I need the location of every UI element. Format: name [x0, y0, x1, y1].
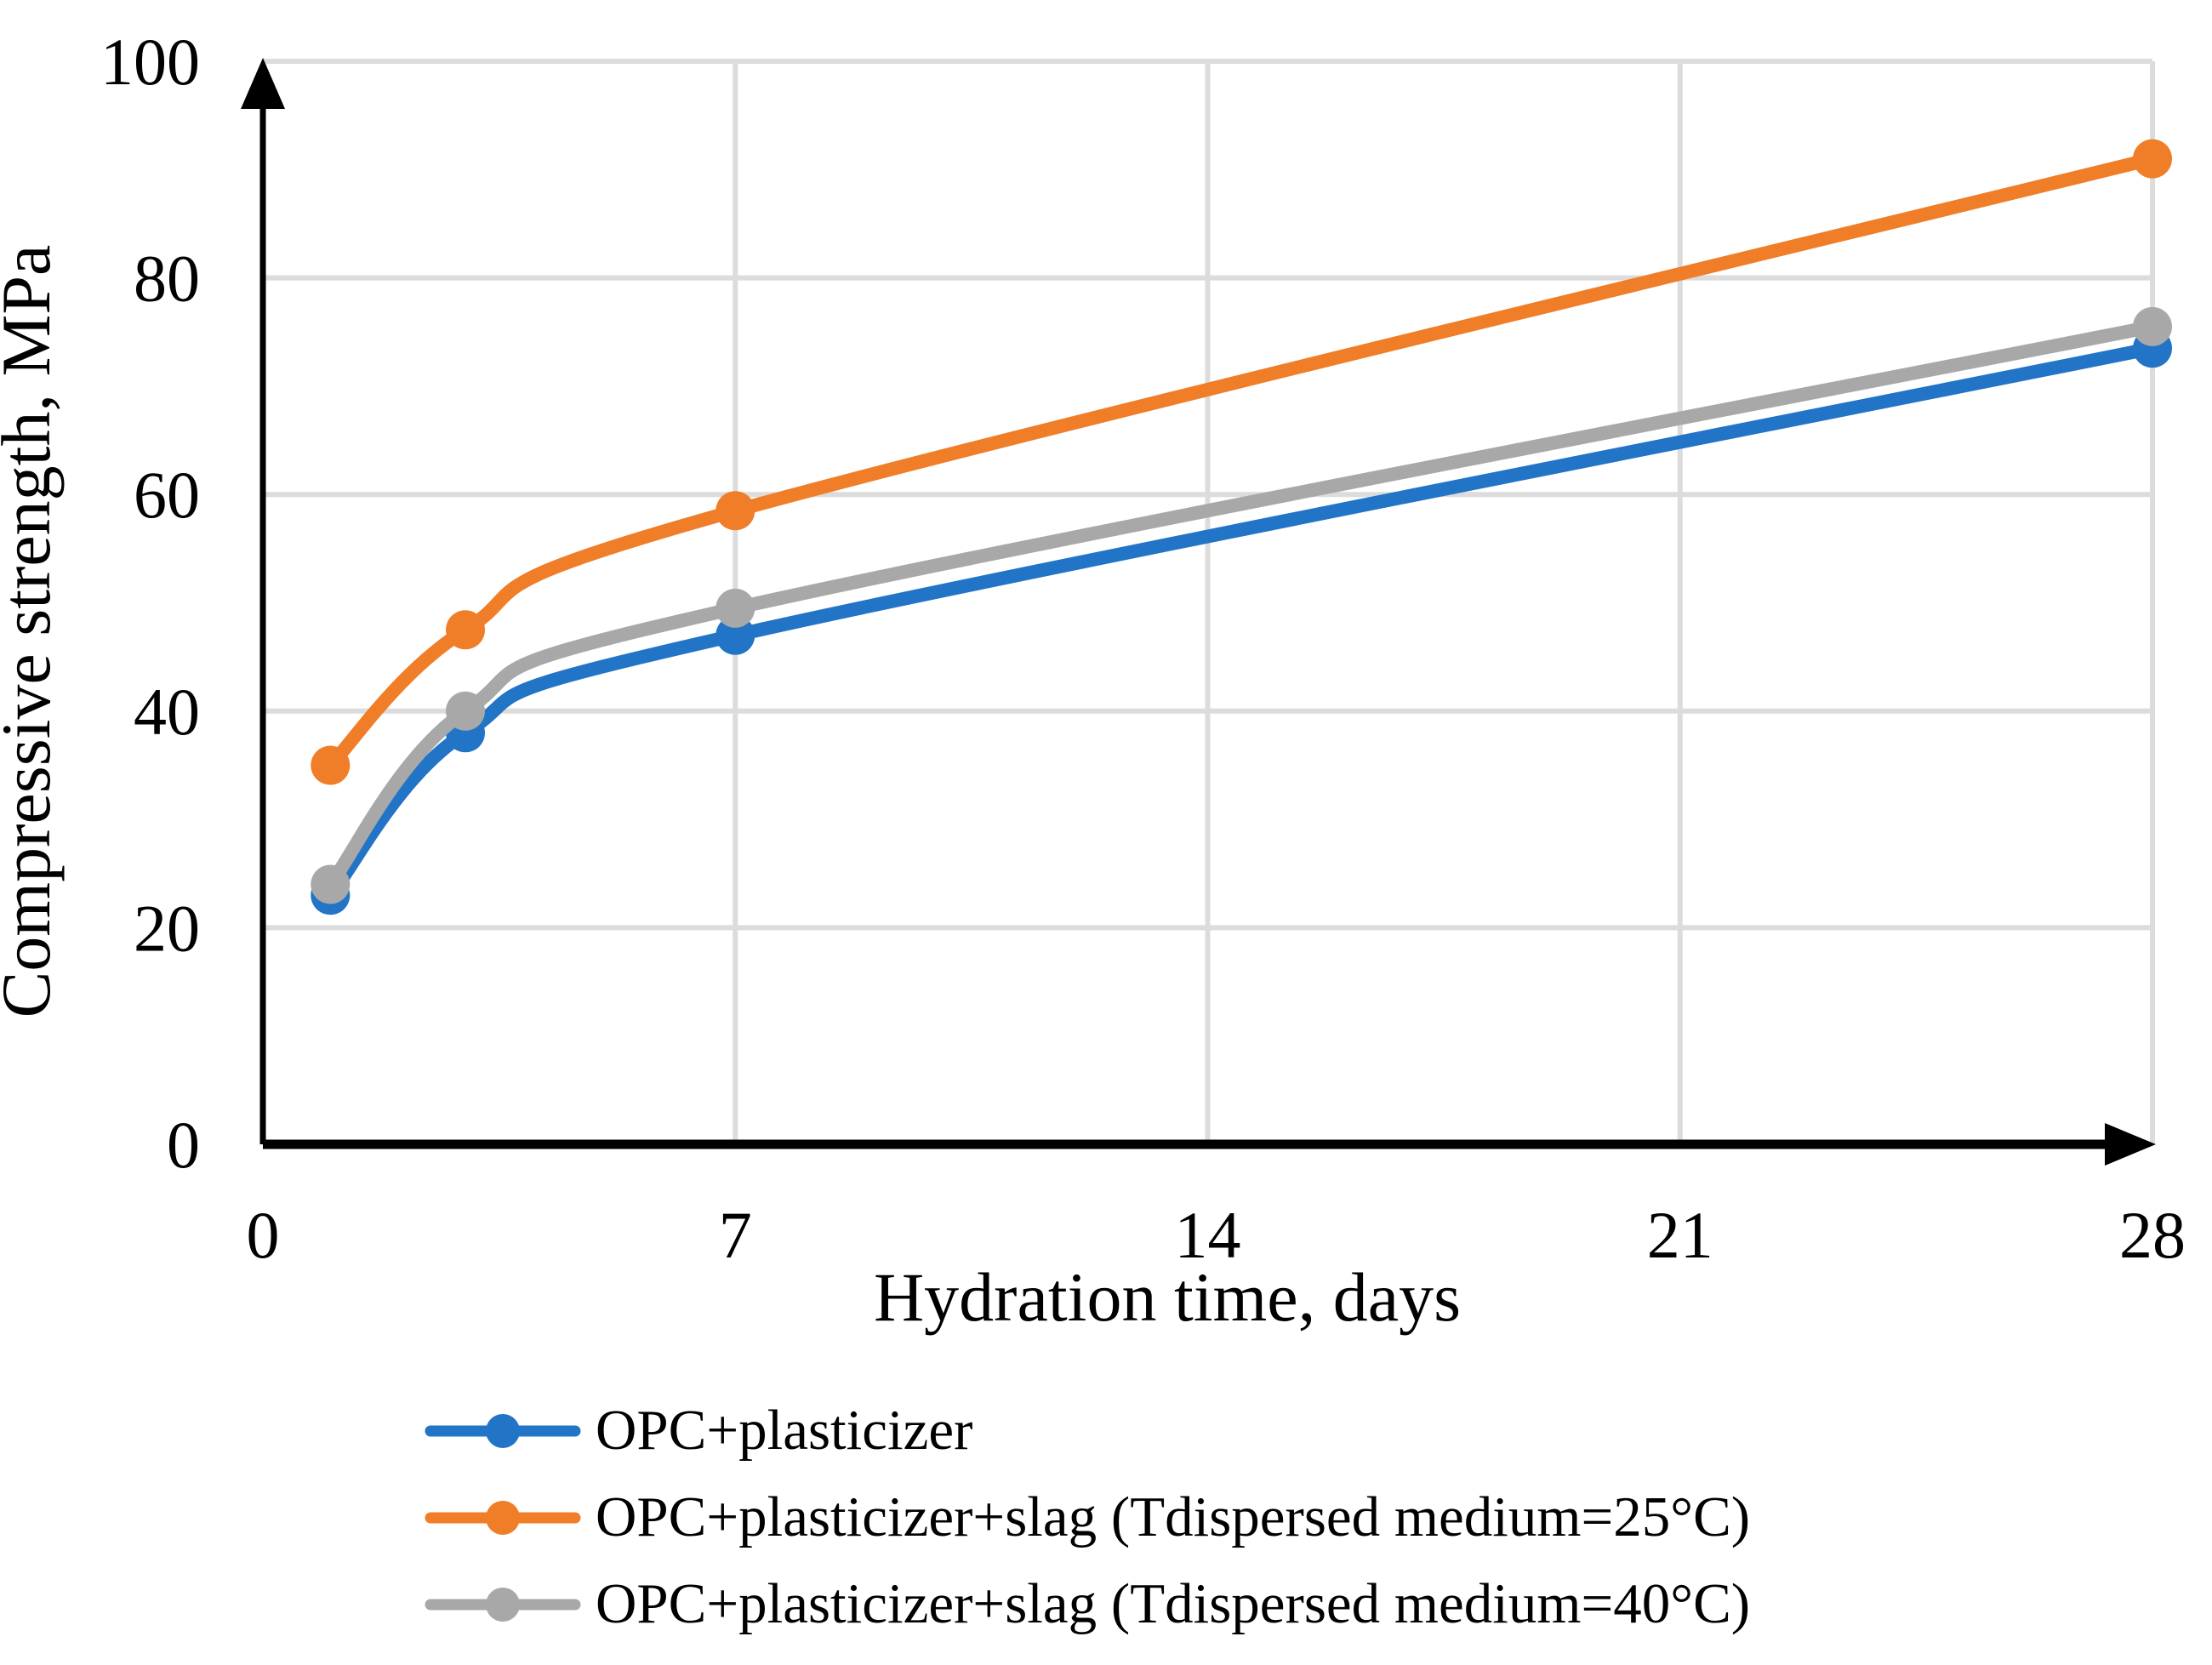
series-marker-0 [715, 615, 755, 655]
y-axis-title: Compressive strength, MPa [0, 245, 65, 1018]
series-marker-2 [2133, 306, 2172, 346]
y-tick-label: 0 [167, 1108, 200, 1182]
y-tick-labels: 0 20 40 60 80 100 [100, 25, 200, 1182]
y-tick-label: 60 [134, 458, 200, 532]
series-marker-2 [715, 588, 755, 628]
x-tick-label: 0 [247, 1198, 280, 1272]
series-marker-1 [715, 491, 755, 531]
series-line-0 [323, 341, 2159, 903]
x-axis-arrow-icon [2105, 1123, 2156, 1166]
x-tick-labels: 0 7 14 21 28 [247, 1198, 2186, 1272]
legend-label: OPC+plasticizer+slag (Tdispersed medium=… [596, 1572, 1750, 1635]
legend-label: OPC+plasticizer [596, 1399, 972, 1462]
legend-marker [486, 1501, 520, 1535]
x-tick-label: 14 [1175, 1198, 1241, 1272]
y-tick-label: 20 [134, 891, 200, 965]
legend-item: OPC+plasticizer [425, 1399, 972, 1462]
series-marker-2 [446, 691, 485, 731]
y-tick-label: 100 [100, 25, 200, 99]
y-tick-label: 40 [134, 675, 200, 749]
x-tick-label: 7 [719, 1198, 752, 1272]
x-tick-label: 21 [1647, 1198, 1713, 1272]
series-marker-1 [311, 745, 351, 785]
y-axis-arrow-icon [241, 58, 285, 109]
axes [241, 58, 2156, 1166]
series-marker-2 [311, 864, 351, 904]
legend-marker [486, 1588, 520, 1622]
series-marker-1 [446, 610, 485, 650]
x-axis-title: Hydration time, days [874, 1258, 1461, 1336]
series-lines [311, 139, 2172, 915]
legend-item: OPC+plasticizer+slag (Tdispersed medium=… [425, 1572, 1750, 1635]
legend-item: OPC+plasticizer+slag (Tdispersed medium=… [425, 1485, 1750, 1548]
legend-label: OPC+plasticizer+slag (Tdispersed medium=… [596, 1485, 1750, 1548]
series-line-1 [323, 151, 2159, 773]
series-line-2 [323, 319, 2159, 892]
x-tick-label: 28 [2119, 1198, 2186, 1272]
y-tick-label: 80 [134, 242, 200, 316]
legend: OPC+plasticizer OPC+plasticizer+slag (Tdi… [425, 1399, 1750, 1635]
legend-marker [486, 1414, 520, 1448]
series-marker-1 [2133, 139, 2172, 179]
